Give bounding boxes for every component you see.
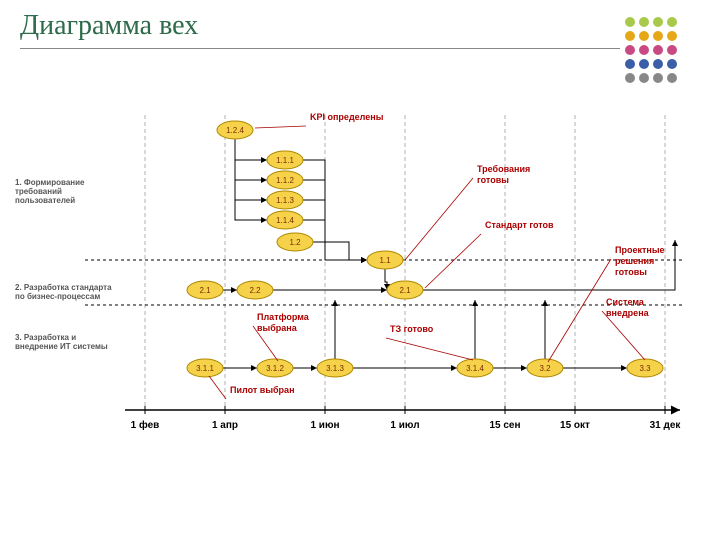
- milestone-node-label: 2.2: [249, 286, 261, 295]
- milestone-node-label: 3.1.1: [196, 364, 214, 373]
- decor-dot: [667, 17, 677, 27]
- decor-dot: [667, 73, 677, 83]
- decor-dot: [625, 31, 635, 41]
- milestone-node-label: 3.2: [539, 364, 551, 373]
- decor-dot: [639, 73, 649, 83]
- callout-label: внедрена: [606, 308, 650, 318]
- milestone-node-label: 1.1.2: [276, 176, 294, 185]
- time-tick-label: 1 июл: [390, 420, 419, 431]
- callout-leader: [548, 259, 611, 362]
- row-label-1: 1. Формирование требований пользователей: [15, 178, 110, 205]
- callout-label: KPI определены: [310, 112, 384, 122]
- callout-leader: [386, 338, 473, 360]
- page-root: { "title": "Диаграмма вех", "title_fonts…: [0, 0, 720, 540]
- callout-label: выбрана: [257, 323, 298, 333]
- time-tick-label: 31 дек: [650, 420, 682, 431]
- decor-dot: [625, 45, 635, 55]
- milestone-node-label: 3.1.2: [266, 364, 284, 373]
- decor-dot: [639, 31, 649, 41]
- milestone-node-label: 2.1: [399, 286, 411, 295]
- row-label-3: 3. Разработка и внедрение ИТ системы: [15, 333, 115, 351]
- callout-label: Проектные: [615, 245, 665, 255]
- decor-dot: [667, 45, 677, 55]
- callout-leader: [255, 126, 306, 128]
- callout-label: ТЗ готово: [390, 324, 434, 334]
- time-tick-label: 1 июн: [310, 420, 339, 431]
- time-tick-label: 1 апр: [212, 420, 238, 431]
- decor-dot: [639, 17, 649, 27]
- edge: [313, 242, 367, 260]
- callout-label: Система: [606, 297, 645, 307]
- callout-label: Платформа: [257, 312, 310, 322]
- time-tick-label: 15 окт: [560, 420, 590, 431]
- decor-dot: [653, 31, 663, 41]
- row-label-2: 2. Разработка стандарта по бизнес-процес…: [15, 283, 115, 301]
- milestone-node-label: 1.1.4: [276, 216, 294, 225]
- decor-dot: [639, 45, 649, 55]
- milestone-node-label: 1.1: [379, 256, 391, 265]
- edge: [235, 139, 267, 200]
- callout-leader: [405, 178, 473, 260]
- callout-label: Пилот выбран: [230, 385, 295, 395]
- milestone-node-label: 3.3: [639, 364, 651, 373]
- decor-dot: [625, 73, 635, 83]
- milestone-node-label: 1.1.1: [276, 156, 294, 165]
- edge: [385, 269, 387, 290]
- callout-label: решения: [615, 256, 654, 266]
- callout-label: Стандарт готов: [485, 220, 554, 230]
- decor-dot: [653, 45, 663, 55]
- callout-leader: [425, 234, 481, 288]
- callout-leader: [209, 376, 226, 399]
- callout-label: Требования: [477, 164, 530, 174]
- decor-dot: [653, 59, 663, 69]
- decor-dot: [667, 59, 677, 69]
- callout-label: готовы: [477, 175, 509, 185]
- edge: [303, 200, 367, 260]
- decor-dot: [653, 17, 663, 27]
- milestone-chart: 1 фев 1 апр 1 июн 1 июл 15 сен 15 окт 31 дек 1.…: [85, 110, 695, 460]
- decor-dot: [667, 31, 677, 41]
- milestone-node-label: 1.2.4: [226, 126, 244, 135]
- decor-dot: [639, 59, 649, 69]
- callout-label: готовы: [615, 267, 647, 277]
- decor-dot: [653, 73, 663, 83]
- milestone-node-label: 3.1.3: [326, 364, 344, 373]
- decor-dot-grid: [0, 0, 720, 120]
- callout-leader: [602, 311, 645, 360]
- time-tick-label: 15 сен: [489, 420, 520, 431]
- edge: [235, 139, 267, 160]
- milestone-node-label: 2.1: [199, 286, 211, 295]
- milestone-node-label: 1.1.3: [276, 196, 294, 205]
- decor-dot: [625, 59, 635, 69]
- milestone-node-label: 3.1.4: [466, 364, 484, 373]
- time-tick-label: 1 фев: [131, 419, 160, 431]
- decor-dot: [625, 17, 635, 27]
- milestone-node-label: 1.2: [289, 238, 301, 247]
